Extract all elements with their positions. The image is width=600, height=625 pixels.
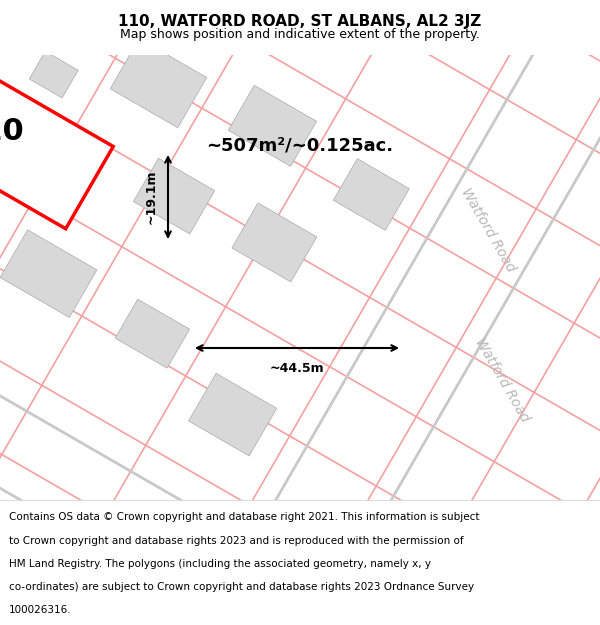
Polygon shape	[188, 373, 277, 456]
Polygon shape	[0, 138, 26, 196]
Polygon shape	[334, 159, 409, 230]
Polygon shape	[0, 230, 97, 318]
Text: Watford Road: Watford Road	[458, 186, 518, 274]
Text: ~19.1m: ~19.1m	[145, 170, 158, 224]
Text: 110, WATFORD ROAD, ST ALBANS, AL2 3JZ: 110, WATFORD ROAD, ST ALBANS, AL2 3JZ	[118, 14, 482, 29]
Text: 110: 110	[0, 117, 24, 146]
Text: ~44.5m: ~44.5m	[269, 362, 325, 375]
Polygon shape	[0, 34, 113, 229]
Polygon shape	[133, 158, 215, 234]
Text: HM Land Registry. The polygons (including the associated geometry, namely x, y: HM Land Registry. The polygons (includin…	[9, 559, 431, 569]
Text: co-ordinates) are subject to Crown copyright and database rights 2023 Ordnance S: co-ordinates) are subject to Crown copyr…	[9, 582, 474, 592]
Text: Watford Road: Watford Road	[472, 336, 532, 424]
Polygon shape	[228, 85, 317, 166]
Text: 100026316.: 100026316.	[9, 605, 71, 615]
Polygon shape	[29, 51, 78, 98]
Text: to Crown copyright and database rights 2023 and is reproduced with the permissio: to Crown copyright and database rights 2…	[9, 536, 464, 546]
Polygon shape	[232, 203, 317, 282]
Text: Contains OS data © Crown copyright and database right 2021. This information is : Contains OS data © Crown copyright and d…	[9, 512, 479, 522]
Polygon shape	[0, 0, 5, 48]
Text: ~507m²/~0.125ac.: ~507m²/~0.125ac.	[206, 136, 394, 154]
Text: Map shows position and indicative extent of the property.: Map shows position and indicative extent…	[120, 28, 480, 41]
Polygon shape	[115, 299, 190, 368]
Polygon shape	[110, 39, 207, 127]
